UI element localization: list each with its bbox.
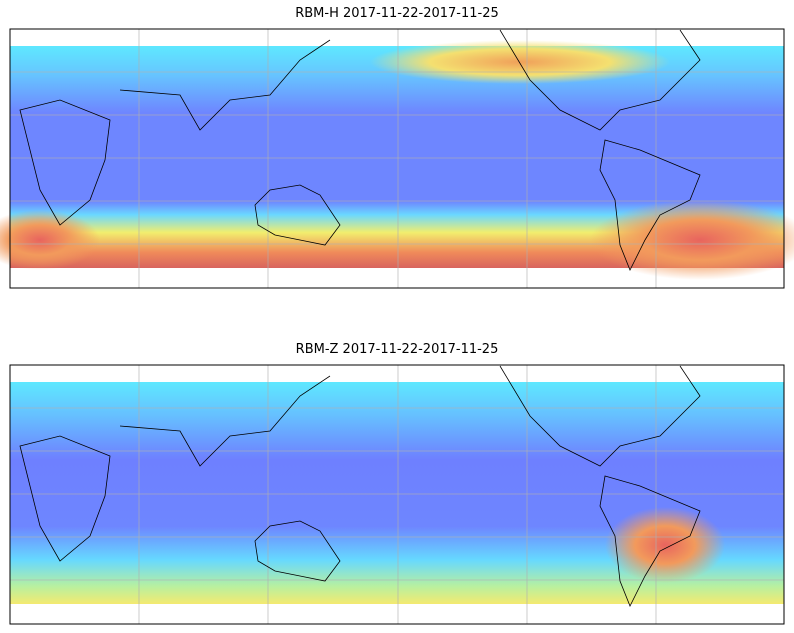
frame — [9, 364, 785, 625]
hotspot — [605, 507, 725, 583]
panel-title: RBM-Z 2017-11-22-2017-11-25 — [296, 342, 499, 357]
frame — [9, 28, 785, 289]
graticule — [10, 365, 784, 624]
panel-2: RBM-Z 2017-11-22-2017-11-25 — [9, 342, 785, 625]
panel-title: RBM-H 2017-11-22-2017-11-25 — [295, 6, 499, 21]
panel-1: RBM-H 2017-11-22-2017-11-25 — [0, 6, 794, 289]
coastlines — [19, 29, 701, 271]
hotspot — [590, 200, 794, 280]
coastlines — [19, 365, 701, 607]
graticule — [10, 29, 784, 288]
hotspot — [0, 210, 100, 270]
hotspot — [370, 40, 670, 84]
